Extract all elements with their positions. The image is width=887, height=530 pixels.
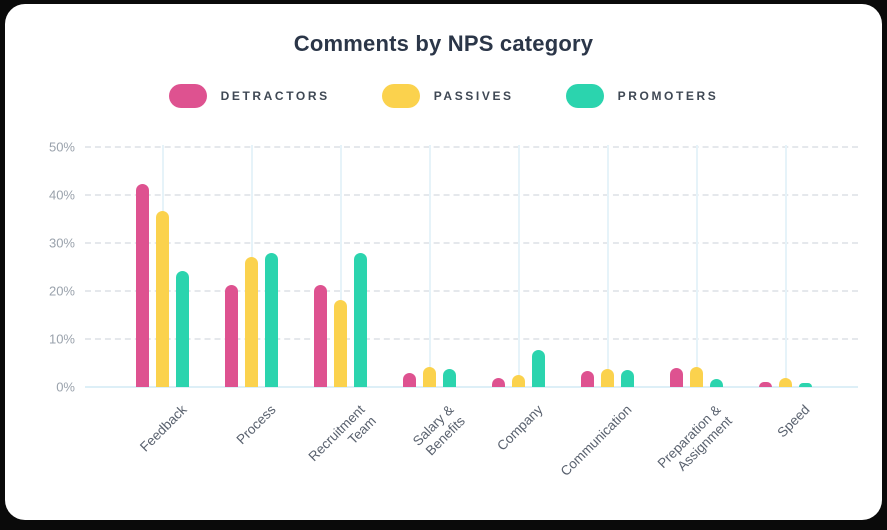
legend-label-detractors: DETRACTORS [220, 89, 330, 103]
bar-passives-preparation-assignment[interactable] [690, 367, 703, 387]
bar-promoters-preparation-assignment[interactable] [710, 379, 723, 387]
bar-detractors-communication[interactable] [581, 370, 594, 387]
vertical-gridline [428, 145, 431, 387]
legend-label-promoters: PROMOTERS [617, 89, 719, 103]
bar-promoters-process[interactable] [265, 253, 278, 387]
category-column-company [474, 137, 563, 387]
bar-detractors-recruitment-team[interactable] [314, 285, 327, 387]
legend-item-promoters[interactable]: PROMOTERS [565, 84, 719, 108]
y-tick-label-20: 20% [48, 283, 75, 299]
y-tick-label-30: 30% [48, 235, 75, 251]
bar-detractors-company[interactable] [492, 378, 505, 387]
bar-detractors-process[interactable] [225, 285, 238, 387]
bar-passives-process[interactable] [245, 256, 258, 387]
y-gridline-50: 50% [49, 140, 858, 155]
bar-passives-salary-benefits[interactable] [423, 366, 436, 387]
bar-detractors-speed[interactable] [759, 382, 772, 387]
bar-passives-feedback[interactable] [156, 211, 169, 387]
chart-card: Comments by NPS category DETRACTORS PASS… [5, 4, 882, 520]
x-tick-column-preparation-assignment: Preparation & Assignment [652, 394, 741, 524]
y-tick-label-10: 10% [48, 331, 75, 347]
bar-chart: 0% 10% 20% 30% 40% 50% [49, 137, 858, 395]
bar-promoters-company[interactable] [532, 350, 545, 387]
legend-item-detractors[interactable]: DETRACTORS [168, 84, 330, 108]
bar-detractors-preparation-assignment[interactable] [670, 368, 683, 387]
legend-swatch-promoters-icon [565, 84, 604, 108]
x-axis-labels: Feedback Process Recruitment Team Salary & … [118, 394, 830, 524]
x-tick-column-company: Company [474, 394, 563, 524]
category-column-communication [563, 137, 652, 387]
bar-passives-company[interactable] [512, 374, 525, 387]
chart-legend: DETRACTORS PASSIVES PROMOTERS [5, 84, 882, 108]
y-tick-label-50: 50% [48, 139, 75, 155]
y-gridline-40: 40% [49, 188, 858, 203]
chart-title: Comments by NPS category [293, 31, 594, 56]
bar-detractors-feedback[interactable] [136, 183, 149, 387]
legend-label-passives: PASSIVES [433, 89, 514, 103]
category-column-speed [741, 137, 830, 387]
category-column-preparation-assignment [652, 137, 741, 387]
bar-passives-communication[interactable] [601, 369, 614, 387]
bar-promoters-salary-benefits[interactable] [443, 369, 456, 387]
bar-passives-speed[interactable] [779, 378, 792, 387]
category-column-recruitment-team [296, 137, 385, 387]
legend-swatch-detractors-icon [168, 84, 207, 108]
bar-passives-recruitment-team[interactable] [334, 300, 347, 387]
vertical-gridline [606, 145, 609, 387]
legend-item-passives[interactable]: PASSIVES [381, 84, 514, 108]
vertical-gridline [517, 145, 520, 387]
vertical-gridline [695, 145, 698, 387]
plot-area [118, 137, 830, 387]
legend-swatch-passives-icon [381, 84, 420, 108]
y-gridline-20: 20% [49, 284, 858, 299]
bar-promoters-communication[interactable] [621, 370, 634, 387]
x-tick-column-feedback: Feedback [118, 394, 207, 524]
bar-promoters-feedback[interactable] [176, 270, 189, 387]
vertical-gridline [339, 145, 342, 387]
x-tick-column-speed: Speed [741, 394, 830, 524]
y-tick-label-40: 40% [48, 187, 75, 203]
vertical-gridline [784, 145, 787, 387]
bar-promoters-recruitment-team[interactable] [354, 252, 367, 387]
y-gridline-30: 30% [49, 236, 858, 251]
y-gridline-10: 10% [49, 332, 858, 347]
x-axis-baseline: 0% [56, 380, 858, 395]
bar-detractors-salary-benefits[interactable] [403, 373, 416, 387]
bar-promoters-speed[interactable] [799, 382, 812, 387]
category-column-feedback [118, 137, 207, 387]
category-column-process [207, 137, 296, 387]
y-tick-label-0: 0% [56, 379, 75, 395]
category-column-salary-benefits [385, 137, 474, 387]
x-tick-column-salary-benefits: Salary & Benefits [385, 394, 474, 524]
